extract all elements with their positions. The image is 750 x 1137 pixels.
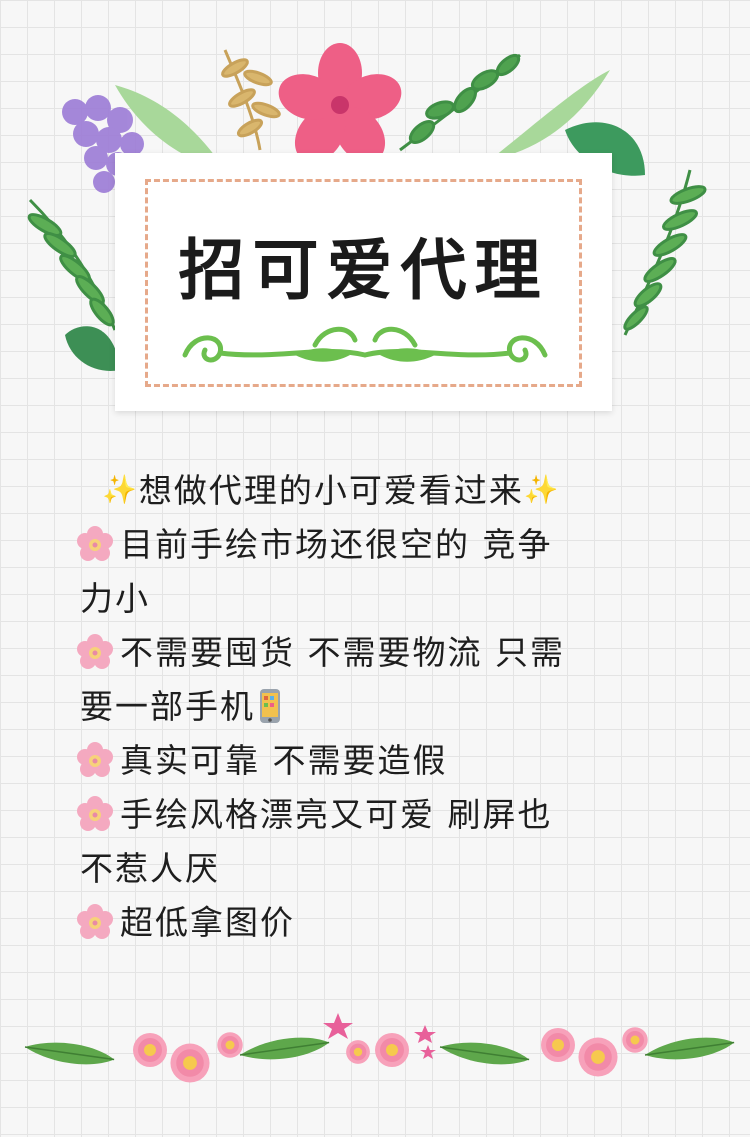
bottom-floral-border	[22, 1013, 737, 1083]
content-block: ✨想做代理的小可爱看过来✨ 目前手绘市场还很空的 竞争 力小 不需要囤货 不需要…	[76, 463, 666, 950]
list-item-continuation: 不惹人厌	[80, 849, 220, 888]
list-item-text: 真实可靠 不需要造假	[120, 741, 448, 780]
mobile-phone-icon	[260, 689, 280, 723]
pink-flower-icon	[77, 526, 113, 561]
list-item-text: 超低拿图价	[120, 903, 295, 942]
list-item-continuation: 力小	[80, 579, 150, 618]
list-item-text: 不需要囤货 不需要物流 只需	[120, 633, 565, 672]
dashed-frame	[145, 179, 582, 387]
list-item-text: 手绘风格漂亮又可爱 刷屏也	[120, 795, 553, 834]
pink-flower-icon	[77, 742, 113, 777]
list-item: 手绘风格漂亮又可爱 刷屏也	[76, 788, 666, 842]
sparkle-icon: ✨	[102, 473, 139, 506]
list-item-continuation: 要一部手机	[80, 680, 666, 734]
list-item: 超低拿图价	[76, 896, 666, 950]
list-item-text: 要一部手机	[80, 687, 255, 726]
green-swirl-ornament-icon	[182, 326, 548, 363]
list-item: 不需要囤货 不需要物流 只需	[76, 626, 666, 680]
page-title: 招可爱代理	[178, 231, 549, 309]
sparkle-icon: ✨	[523, 473, 561, 506]
pink-flower-icon	[77, 634, 113, 669]
pink-flower-icon	[77, 796, 113, 831]
list-item: 真实可靠 不需要造假	[76, 734, 666, 788]
list-item: 目前手绘市场还很空的 竞争	[76, 518, 666, 572]
list-item-text: 目前手绘市场还很空的 竞争	[120, 525, 553, 564]
title-card: 招可爱代理	[115, 153, 612, 411]
pink-flower-icon	[77, 904, 113, 939]
headline-text: 想做代理的小可爱看过来	[138, 471, 524, 510]
headline: ✨想做代理的小可爱看过来✨	[102, 463, 666, 518]
